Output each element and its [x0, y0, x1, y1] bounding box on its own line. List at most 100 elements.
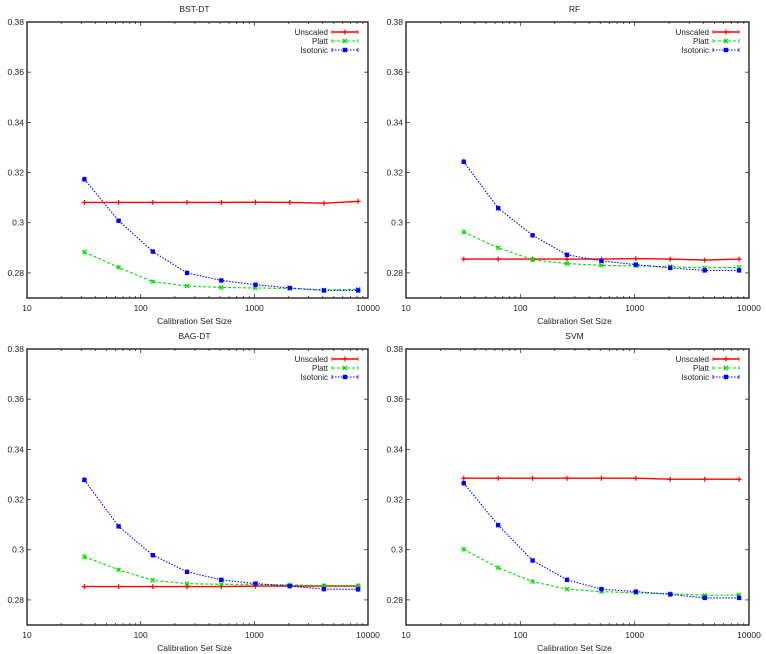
x-tick-label: 100 — [134, 630, 148, 640]
data-point-isotonic — [495, 522, 501, 528]
data-point-platt — [81, 249, 87, 255]
series-line-isotonic — [83, 479, 359, 590]
data-point-unscaled — [564, 475, 570, 481]
legend-marker-isotonic — [342, 374, 348, 380]
series-platt — [81, 553, 361, 589]
data-point-isotonic — [116, 218, 121, 223]
data-point-platt — [81, 554, 87, 560]
chart-title: BAG-DT — [178, 331, 210, 341]
data-point-isotonic — [219, 577, 224, 583]
data-point-isotonic — [355, 288, 361, 293]
plot-frame — [26, 21, 369, 299]
x-tick-label: 10 — [401, 303, 411, 313]
y-tick-label: 0.3 — [391, 218, 403, 228]
chart-title: SVM — [565, 331, 583, 341]
y-tick-label: 0.36 — [386, 67, 403, 77]
series-unscaled — [81, 198, 361, 206]
data-point-platt — [150, 577, 156, 583]
data-point-platt — [218, 581, 224, 587]
series-platt — [461, 229, 742, 271]
data-point-isotonic — [736, 268, 742, 273]
data-point-isotonic — [287, 583, 292, 589]
data-point-unscaled — [702, 476, 708, 482]
legend-marker-unscaled — [723, 29, 729, 35]
x-axis-label: Calibration Set Size — [537, 316, 612, 326]
x-tick-label: 10000 — [356, 303, 380, 313]
x-tick-label: 100 — [134, 303, 148, 313]
data-point-unscaled — [461, 475, 467, 481]
data-point-isotonic — [702, 268, 707, 273]
chart-panel-bag-dt: BAG-DT 10 100 1000 10000 0.28 0.3 0.32 0.34 0.36 0… — [0, 327, 383, 654]
data-point-unscaled — [598, 475, 604, 481]
data-point-isotonic — [599, 586, 604, 592]
data-point-isotonic — [702, 595, 707, 601]
data-point-isotonic — [461, 481, 466, 486]
data-point-platt — [116, 264, 122, 270]
legend-label-platt: Platt — [693, 364, 710, 373]
data-point-unscaled — [81, 199, 87, 205]
data-point-platt — [530, 579, 536, 585]
legend-marker-unscaled — [342, 356, 348, 362]
x-tick-label: 1000 — [625, 630, 644, 640]
series-line-isotonic — [83, 178, 359, 292]
data-point-isotonic — [461, 159, 466, 164]
y-tick-label: 0.38 — [7, 17, 24, 27]
x-tick-label: 10 — [22, 303, 32, 313]
x-axis-label: Calibration Set Size — [537, 643, 612, 653]
data-point-isotonic — [736, 595, 742, 601]
y-tick-label: 0.28 — [386, 268, 403, 278]
plot-frame — [26, 348, 369, 626]
data-point-platt — [218, 285, 224, 290]
y-tick-label: 0.28 — [7, 595, 24, 605]
data-point-platt — [530, 257, 536, 263]
data-point-unscaled — [287, 199, 293, 205]
y-tick-label: 0.32 — [386, 495, 403, 505]
y-tick-label: 0.38 — [7, 344, 24, 354]
data-point-unscaled — [116, 584, 122, 590]
data-point-platt — [564, 261, 570, 267]
data-point-isotonic — [355, 587, 361, 592]
legend-marker-platt — [342, 365, 348, 371]
series-isotonic — [461, 158, 742, 273]
legend-label-isotonic: Isotonic — [300, 46, 328, 55]
data-point-isotonic — [321, 288, 327, 293]
chart-title: BST-DT — [179, 4, 209, 14]
y-tick-label: 0.28 — [7, 268, 24, 278]
data-point-isotonic — [564, 252, 570, 258]
data-point-isotonic — [150, 553, 156, 558]
chart-panel-rf: RF 10 100 1000 10000 0.28 0.3 0.32 0.34 0.36 0.38 C… — [383, 0, 766, 327]
data-point-isotonic — [253, 581, 258, 586]
data-point-unscaled — [736, 256, 742, 262]
y-tick-label: 0.32 — [7, 495, 24, 505]
data-point-platt — [461, 229, 467, 235]
x-axis-label: Calibration Set Size — [157, 316, 232, 326]
data-point-unscaled — [564, 256, 570, 262]
legend-label-platt: Platt — [693, 37, 710, 46]
data-point-platt — [150, 279, 156, 285]
data-point-platt — [564, 586, 570, 592]
data-point-unscaled — [150, 584, 156, 590]
legend-marker-unscaled — [723, 356, 729, 362]
legend-marker-platt — [723, 365, 729, 371]
legend-marker-platt — [723, 38, 729, 44]
data-point-isotonic — [219, 278, 224, 283]
data-point-unscaled — [116, 199, 122, 205]
data-point-platt — [495, 565, 501, 571]
legend-label-unscaled: Unscaled — [676, 355, 709, 364]
plot-frame — [405, 348, 750, 626]
chart-svm: SVM 10 100 1000 10000 0.28 0.3 0.32 0.34 0.36 0.38… — [386, 331, 761, 653]
data-point-isotonic — [82, 177, 87, 182]
x-tick-label: 1000 — [245, 630, 264, 640]
data-point-isotonic — [321, 586, 327, 592]
chart-bag-dt: BAG-DT 10 100 1000 10000 0.28 0.3 0.32 0.34 0.36 0… — [7, 331, 380, 653]
data-point-platt — [116, 567, 122, 573]
data-point-isotonic — [150, 249, 156, 254]
legend-label-unscaled: Unscaled — [295, 28, 328, 37]
data-point-unscaled — [184, 199, 190, 205]
x-tick-label: 10000 — [737, 630, 761, 640]
x-tick-label: 100 — [513, 630, 527, 640]
chart-rf: RF 10 100 1000 10000 0.28 0.3 0.32 0.34 0.36 0.38 C… — [386, 4, 761, 326]
legend-marker-platt — [342, 38, 348, 44]
